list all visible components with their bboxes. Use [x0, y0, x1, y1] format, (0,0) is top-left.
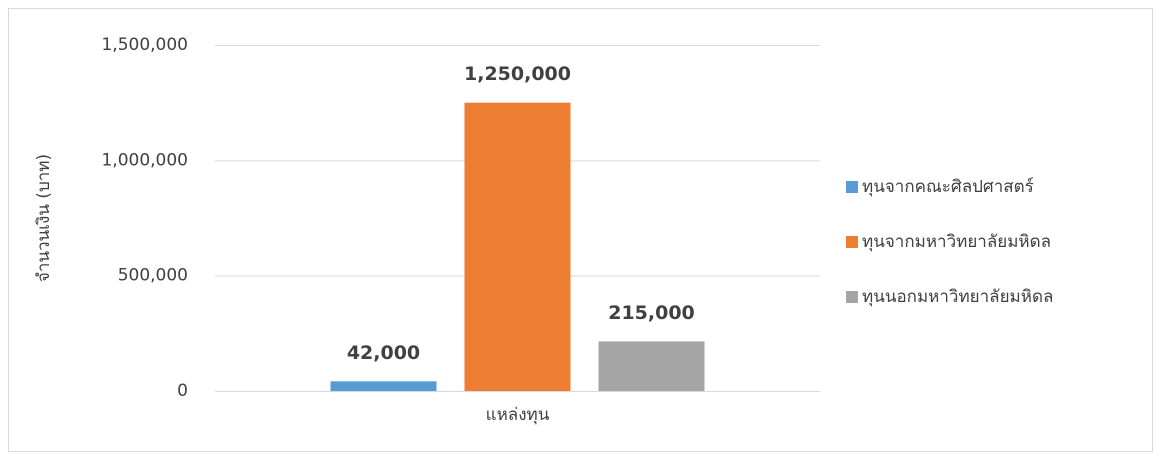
legend-label: ทุนจากมหาวิทยาลัยมหิดล: [862, 232, 1051, 252]
value-label: 42,000: [347, 342, 420, 364]
legend-label: ทุนนอกมหาวิทยาลัยมหิดล: [862, 287, 1053, 307]
y-tick-label: 1,000,000: [101, 150, 188, 170]
y-tick-label: 0: [177, 381, 188, 401]
legend-swatch: [846, 236, 858, 248]
y-tick-label: 1,500,000: [101, 35, 188, 55]
legend-swatch: [846, 181, 858, 193]
x-tick-label: แหล่งทุน: [486, 405, 550, 425]
bar: [464, 102, 571, 392]
chart-border: [8, 8, 1153, 452]
y-tick-label: 500,000: [118, 266, 188, 286]
bar: [598, 341, 705, 391]
y-axis-title: จำนวนเงิน (บาท): [34, 154, 54, 282]
bar: [330, 381, 437, 391]
legend-label: ทุนจากคณะศิลปศาสตร์: [862, 177, 1034, 197]
value-label: 1,250,000: [464, 63, 571, 85]
legend-swatch: [846, 291, 858, 303]
value-label: 215,000: [608, 302, 695, 324]
